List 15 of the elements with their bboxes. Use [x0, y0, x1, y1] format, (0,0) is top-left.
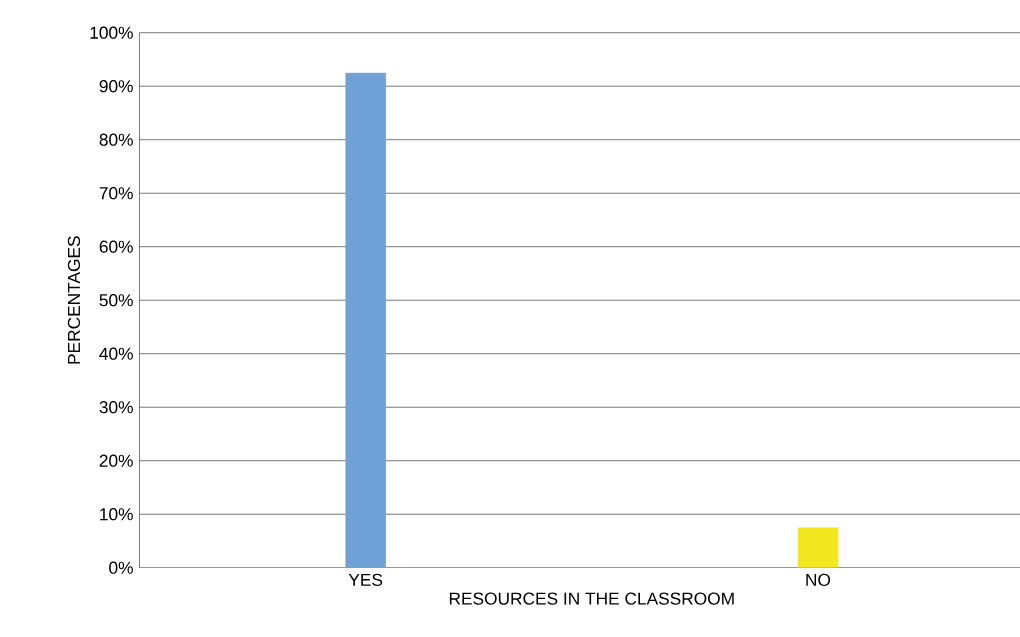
y-tick-label: 20% — [99, 454, 133, 467]
y-tick-label: 10% — [100, 508, 133, 521]
y-tick-label: 40% — [99, 347, 133, 360]
y-tick-label: 60% — [99, 240, 133, 253]
y-tick-label: 100% — [90, 26, 133, 39]
y-tick-label: 50% — [99, 294, 133, 307]
y-tick-label: 90% — [99, 80, 133, 93]
x-tick-label: YES — [348, 573, 383, 587]
y-tick-label: 30% — [99, 401, 133, 414]
y-axis-title: PERCENTAGES — [67, 236, 81, 364]
y-tick-label: 80% — [99, 133, 133, 146]
x-axis-title: RESOURCES IN THE CLASSROOM — [449, 592, 734, 605]
y-tick-label: 0% — [109, 561, 133, 574]
y-tick-label: 70% — [99, 187, 133, 200]
x-tick-label: NO — [806, 573, 831, 587]
